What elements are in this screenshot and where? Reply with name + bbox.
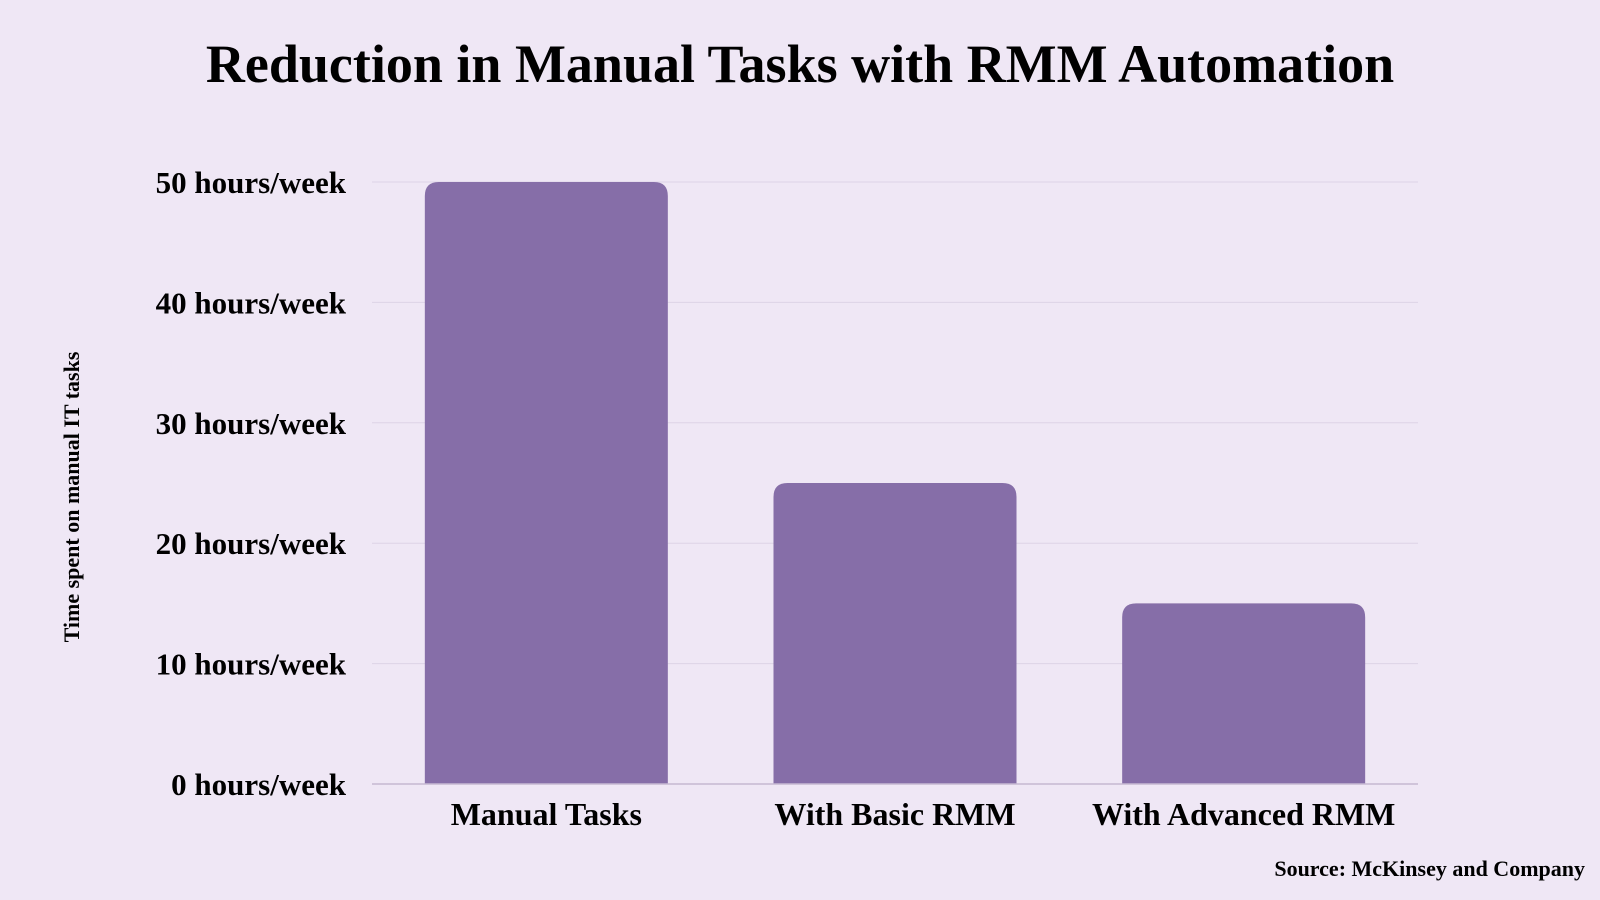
bar-manual-tasks	[424, 182, 668, 784]
y-tick-label: 50 hours/week	[156, 165, 347, 200]
x-tick-label: With Advanced RMM	[1092, 796, 1395, 832]
x-tick-label: With Basic RMM	[774, 796, 1015, 832]
y-axis-ticks: 0 hours/week 10 hours/week 20 hours/week 30…	[156, 165, 347, 802]
y-tick-label: 10 hours/week	[156, 647, 347, 682]
bar-with-basic-rmm	[773, 483, 1017, 784]
source-note: Source: McKinsey and Company	[1274, 856, 1585, 881]
bar-with-advanced-rmm	[1122, 603, 1366, 784]
chart-title: Reduction in Manual Tasks with RMM Autom…	[206, 34, 1394, 94]
x-tick-label: Manual Tasks	[451, 796, 642, 832]
y-tick-label: 30 hours/week	[156, 406, 347, 441]
y-tick-label: 0 hours/week	[171, 767, 347, 802]
x-axis-ticks: Manual Tasks With Basic RMM With Advanced …	[451, 796, 1396, 832]
y-tick-label: 40 hours/week	[156, 285, 347, 320]
y-axis-label: Time spent on manual IT tasks	[59, 351, 84, 642]
y-tick-label: 20 hours/week	[156, 526, 347, 561]
bars	[424, 182, 1366, 784]
